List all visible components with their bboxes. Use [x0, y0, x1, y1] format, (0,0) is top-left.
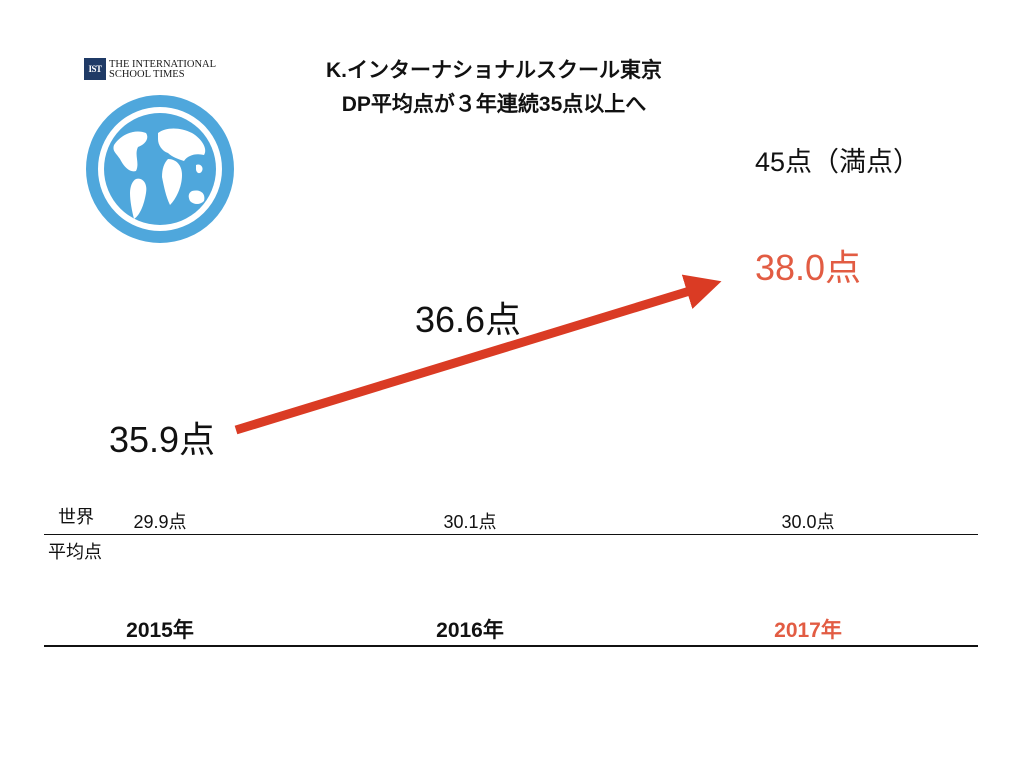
logo-text-line2: SCHOOL TIMES [109, 69, 185, 80]
world-average-value-3: 30.0点 [781, 512, 834, 532]
world-average-label-line2: 平均点 [48, 542, 102, 562]
world-average-value-1: 29.9点 [133, 512, 186, 532]
logo: IST THE INTERNATIONAL SCHOOL TIMES [84, 58, 254, 258]
title-line1: K.インターナショナルスクール東京 [326, 59, 662, 82]
data-label-1: 35.9点 [109, 419, 215, 460]
data-label-2: 36.6点 [415, 299, 521, 340]
baseline-rule [44, 645, 978, 647]
divider-line [44, 534, 978, 535]
year-label-3: 2017年 [774, 618, 842, 642]
year-label-2: 2016年 [436, 618, 504, 642]
trend-arrow [234, 274, 722, 435]
world-average-label-line1: 世界 [58, 507, 94, 527]
globe-icon [86, 95, 234, 243]
title-line2: DP平均点が３年連続35点以上へ [341, 93, 647, 116]
year-label-1: 2015年 [126, 618, 194, 642]
data-label-3: 38.0点 [755, 247, 861, 288]
full-score-label: 45点（満点） [755, 147, 921, 177]
logo-badge: IST [84, 58, 106, 80]
world-average-value-2: 30.1点 [443, 512, 496, 532]
chart-title: K.インターナショナルスクール東京 DP平均点が３年連続35点以上へ [278, 54, 710, 122]
logo-text-line1: THE INTERNATIONAL [109, 59, 217, 70]
